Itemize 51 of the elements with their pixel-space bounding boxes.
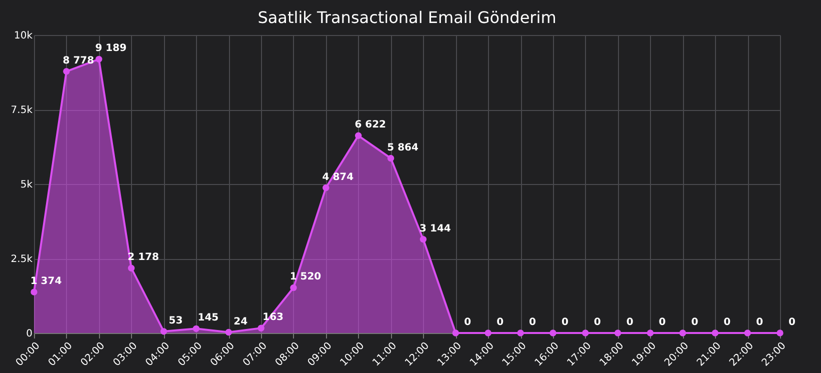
point <box>452 330 460 336</box>
data-label: 5 864 <box>387 142 418 154</box>
data-label: 0 <box>691 317 698 328</box>
point <box>744 330 751 336</box>
data-label: 53 <box>168 315 183 326</box>
point <box>160 328 168 335</box>
chart-title: Saatlik Transactional Email Gönderim <box>258 8 556 27</box>
y-tick-label: 5k <box>20 180 33 190</box>
point <box>646 330 654 336</box>
point <box>96 56 102 63</box>
point <box>354 132 362 140</box>
data-label: 0 <box>788 317 796 328</box>
point <box>776 330 784 336</box>
data-label: 145 <box>198 312 219 324</box>
point <box>420 236 427 243</box>
point <box>322 184 330 192</box>
data-label: 24 <box>234 316 248 328</box>
data-label: 0 <box>724 317 731 328</box>
point <box>30 288 38 296</box>
point <box>258 324 264 332</box>
point <box>387 154 394 162</box>
point <box>550 330 556 336</box>
data-label: 6 622 <box>354 120 386 131</box>
point <box>517 330 524 336</box>
y-tick-label: 2.5k <box>10 254 33 265</box>
point <box>128 264 135 272</box>
data-label: 8 778 <box>62 55 94 66</box>
point <box>225 328 232 336</box>
point <box>63 68 70 75</box>
point <box>614 330 622 336</box>
data-label: 0 <box>626 317 634 328</box>
point <box>582 330 589 336</box>
point <box>290 284 297 292</box>
point <box>712 330 718 336</box>
data-label: 0 <box>529 317 536 328</box>
point <box>484 330 492 336</box>
data-label: 9 189 <box>95 43 127 54</box>
data-label: 0 <box>464 317 472 328</box>
y-tick-label: 7.5k <box>10 105 33 116</box>
data-label: 0 <box>658 317 666 328</box>
data-label: 0 <box>561 317 568 328</box>
y-tick-label: 0 <box>26 328 32 340</box>
data-label: 3 144 <box>420 223 451 234</box>
data-label: 4 874 <box>322 172 354 183</box>
data-label: 0 <box>496 317 504 328</box>
data-label: 0 <box>756 317 764 328</box>
data-label: 1 520 <box>290 272 322 283</box>
y-tick-label: 10k <box>14 30 33 42</box>
point <box>192 325 200 332</box>
point <box>679 330 686 336</box>
data-label: 0 <box>594 317 601 328</box>
